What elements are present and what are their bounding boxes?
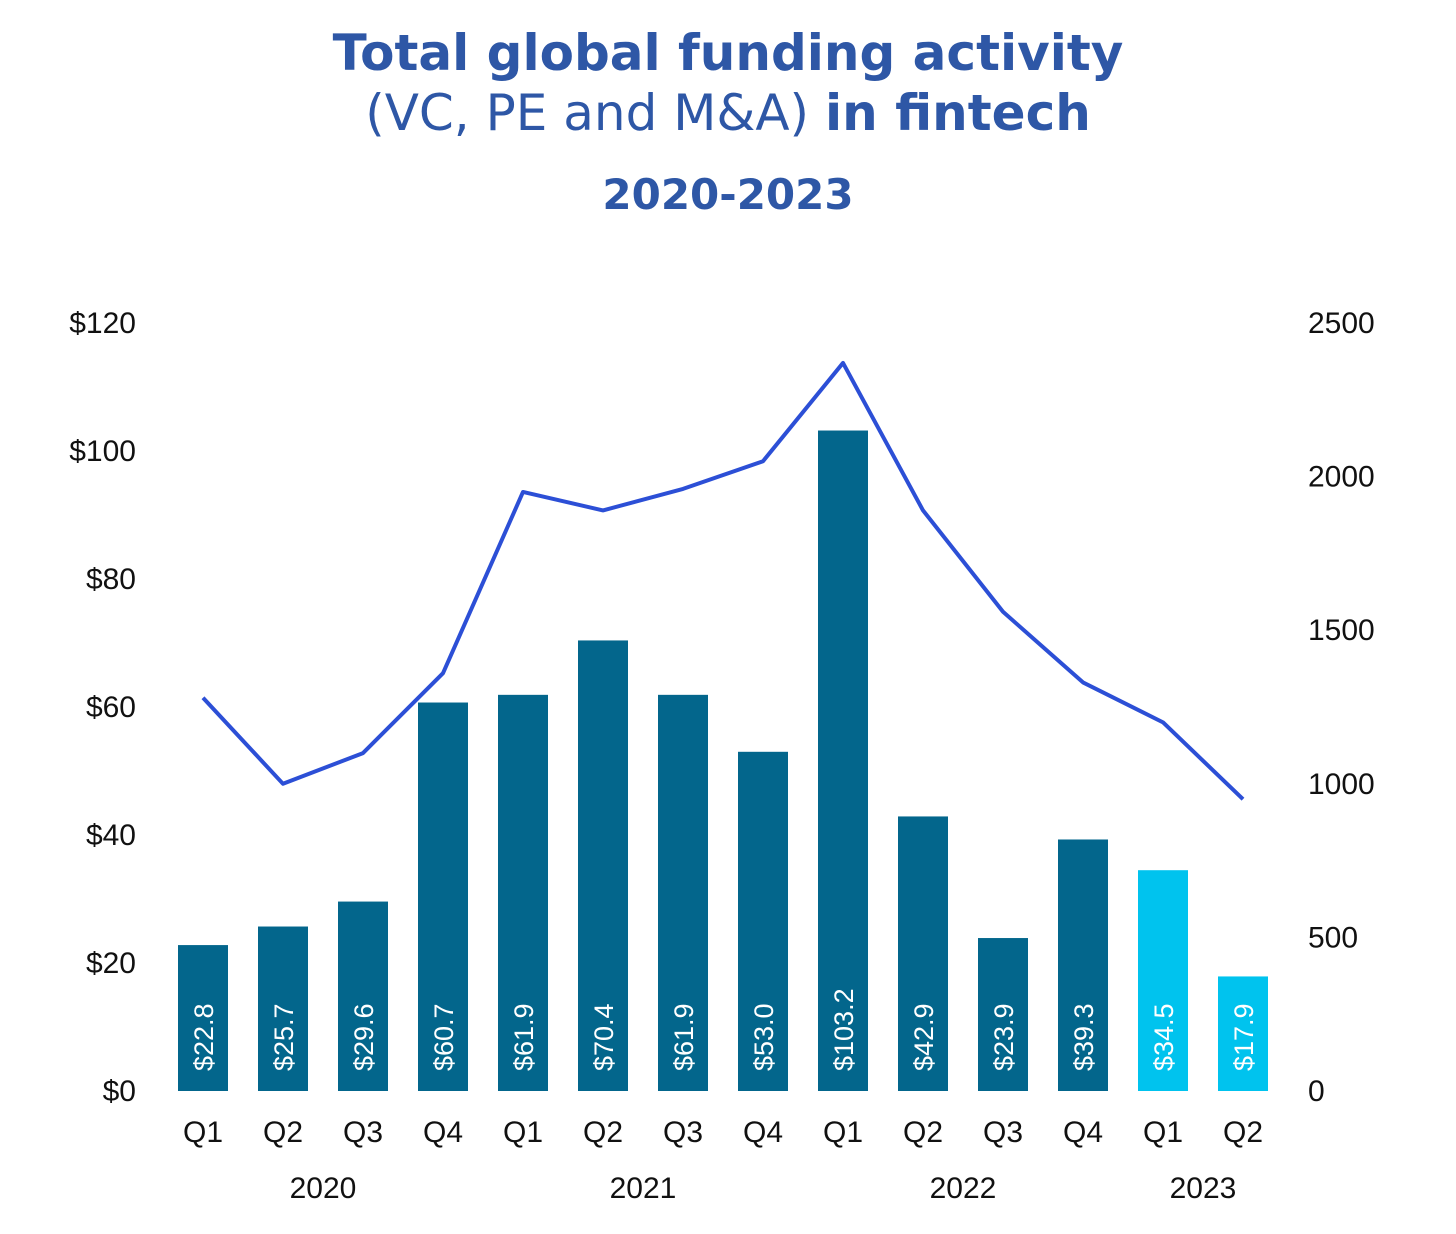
y-left-tick-label: $60	[86, 691, 136, 724]
bar	[498, 694, 548, 1091]
y-right-tick-label: 2500	[1308, 307, 1375, 340]
chart-subtitle: 2020-2023	[602, 170, 854, 219]
chart-title-line1: Total global funding activity	[332, 24, 1124, 82]
x-category-label: Q3	[343, 1116, 383, 1149]
bar	[658, 694, 708, 1091]
bar-value-label: $70.4	[589, 1003, 619, 1071]
y-right-tick-label: 1000	[1308, 768, 1375, 801]
bar-value-label: $17.9	[1229, 1003, 1259, 1071]
y-left-tick-label: $100	[69, 435, 136, 468]
bar	[738, 751, 788, 1091]
x-category-label: Q1	[1143, 1116, 1183, 1149]
bar-value-label: $34.5	[1149, 1003, 1179, 1071]
chart-title-line2-bold: in fintech	[824, 84, 1091, 142]
x-category-label: Q2	[1223, 1116, 1263, 1149]
y-right-tick-label: 1500	[1308, 614, 1375, 647]
y-left-tick-label: $20	[86, 947, 136, 980]
x-category-label: Q2	[263, 1116, 303, 1149]
y-left-tick-label: $80	[86, 563, 136, 596]
bar	[1218, 976, 1268, 1091]
y-right-tick-label: 0	[1308, 1075, 1325, 1108]
y-right-tick-label: 500	[1308, 921, 1358, 954]
x-category-label: Q3	[983, 1116, 1023, 1149]
x-category-label: Q4	[423, 1116, 463, 1149]
bar-value-label: $25.7	[269, 1003, 299, 1071]
bar	[258, 926, 308, 1091]
bar-value-label: $60.7	[429, 1003, 459, 1071]
bar	[578, 640, 628, 1091]
bar	[338, 901, 388, 1091]
bar	[978, 938, 1028, 1091]
x-category-label: Q1	[823, 1116, 863, 1149]
x-category-label: Q3	[663, 1116, 703, 1149]
bar	[1058, 839, 1108, 1091]
bar-value-label: $53.0	[749, 1003, 779, 1071]
bar-value-label: $29.6	[349, 1003, 379, 1071]
bar-value-label: $42.9	[909, 1003, 939, 1071]
deals-count-line	[201, 360, 1245, 801]
x-category-label: Q1	[183, 1116, 223, 1149]
bar-value-label: $23.9	[989, 1003, 1019, 1071]
x-year-label: 2022	[930, 1172, 997, 1205]
bar-value-label: $61.9	[669, 1003, 699, 1071]
bar	[818, 430, 868, 1091]
x-year-label: 2023	[1170, 1172, 1237, 1205]
y-left-tick-label: $0	[103, 1075, 136, 1108]
x-category-label: Q4	[743, 1116, 783, 1149]
bar	[178, 945, 228, 1091]
bar-value-label: $39.3	[1069, 1003, 1099, 1071]
x-category-label: Q2	[903, 1116, 943, 1149]
bar	[418, 702, 468, 1091]
y-right-tick-label: 2000	[1308, 461, 1375, 494]
chart-title-line2-regular: (VC, PE and M&A)	[365, 84, 810, 142]
bar-value-label: $103.2	[829, 988, 859, 1071]
bar-value-label: $22.8	[189, 1003, 219, 1071]
x-category-label: Q4	[1063, 1116, 1103, 1149]
y-left-tick-label: $40	[86, 819, 136, 852]
bar	[1138, 870, 1188, 1091]
x-year-label: 2020	[290, 1172, 357, 1205]
x-year-label: 2021	[610, 1172, 677, 1205]
x-category-label: Q1	[503, 1116, 543, 1149]
chart-title-line2: (VC, PE and M&A) in fintech	[0, 84, 1456, 142]
x-category-label: Q2	[583, 1116, 623, 1149]
bar	[898, 816, 948, 1091]
y-left-tick-label: $120	[69, 307, 136, 340]
bar-value-label: $61.9	[509, 1003, 539, 1071]
